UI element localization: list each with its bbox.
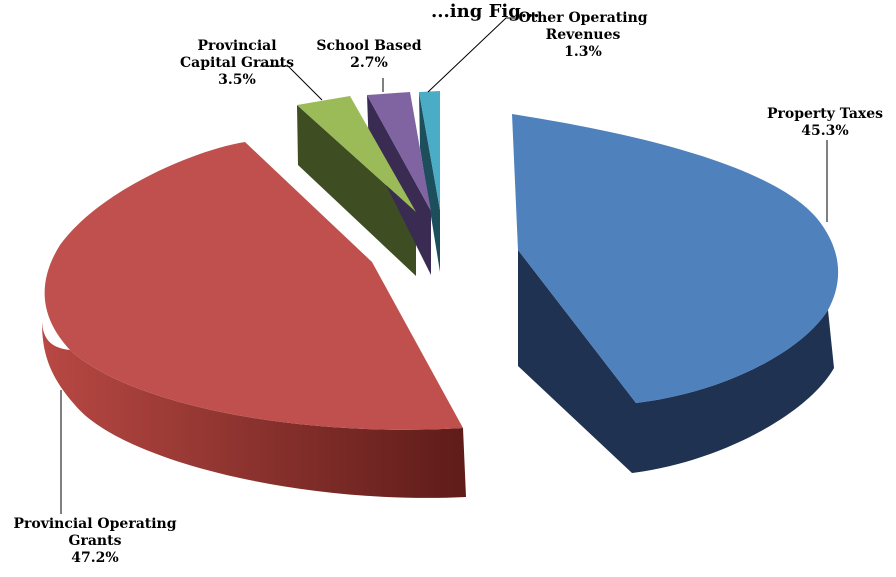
slice-label: Property Taxes 45.3% <box>767 106 883 139</box>
slice-label: Provincial Operating Grants 47.2% <box>13 516 176 566</box>
slice-percent: 3.5% <box>218 72 256 88</box>
slice-label: School Based 2.7% <box>316 38 421 71</box>
pie-slice <box>367 92 431 211</box>
leader-lines <box>60 17 828 514</box>
pie-slice-side <box>419 92 440 272</box>
slice-name: Provincial <box>197 38 276 54</box>
pie-slice-side <box>297 105 416 276</box>
slice-percent: 47.2% <box>71 550 118 566</box>
leader-line <box>427 17 517 93</box>
slice-name: Grants <box>69 533 122 549</box>
pie-slice-side <box>42 322 466 498</box>
slice-percent: 2.7% <box>350 55 388 71</box>
slice-name: Provincial Operating <box>13 516 176 532</box>
leader-line <box>260 65 323 101</box>
slice-name: Other Operating <box>518 10 647 26</box>
pie-slice <box>512 114 839 403</box>
slice-name: Revenues <box>546 27 621 43</box>
slice-name: Capital Grants <box>180 55 294 71</box>
pie-slice <box>419 91 440 210</box>
slice-label: Other Operating Revenues 1.3% <box>518 10 647 60</box>
slice-percent: 1.3% <box>564 44 602 60</box>
pie-slice-side <box>518 250 834 473</box>
chart-title: ...ing Fig... <box>431 1 540 22</box>
pie-slice <box>297 96 416 212</box>
slice-percent: 45.3% <box>801 123 848 139</box>
pie-slice <box>44 142 464 430</box>
slice-name: School Based <box>316 38 421 54</box>
slice-name: Property Taxes <box>767 106 883 122</box>
slice-label: Provincial Capital Grants 3.5% <box>180 38 294 88</box>
slices-layer <box>42 91 839 498</box>
slice-labels: Property Taxes 45.3% Provincial Operating G… <box>13 10 883 566</box>
